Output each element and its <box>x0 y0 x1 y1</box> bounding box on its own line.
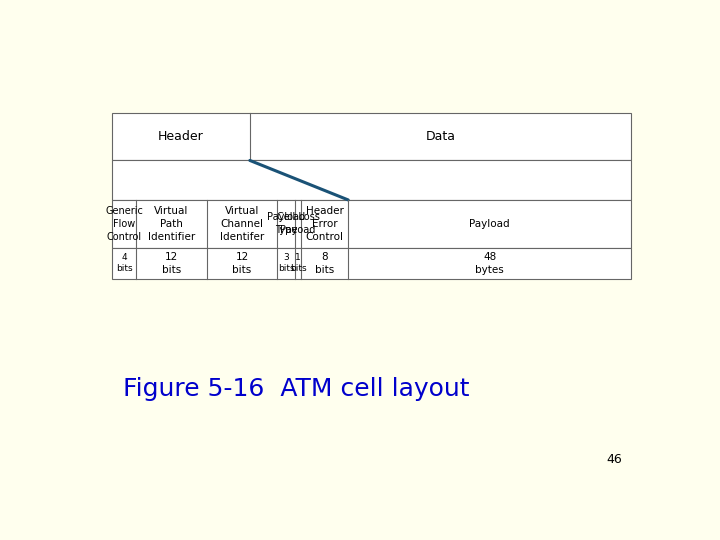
Text: 12
bits: 12 bits <box>162 252 181 274</box>
Text: Virtual
Channel
Identifer: Virtual Channel Identifer <box>220 206 264 241</box>
Text: Header: Header <box>158 130 204 143</box>
Text: 48
bytes: 48 bytes <box>475 252 504 274</box>
Text: 4
bits: 4 bits <box>116 253 132 273</box>
Text: 8
bits: 8 bits <box>315 252 334 274</box>
Text: Header
Error
Control: Header Error Control <box>305 206 343 241</box>
Text: Data: Data <box>426 130 456 143</box>
Text: Payload: Payload <box>469 219 510 229</box>
Text: 46: 46 <box>607 453 622 467</box>
Text: Cell Loss
Payoad: Cell Loss Payoad <box>276 212 320 235</box>
Text: 3
bits: 3 bits <box>278 253 294 273</box>
Text: 12
bits: 12 bits <box>233 252 252 274</box>
Text: 1
bits: 1 bits <box>289 253 307 273</box>
Text: Figure 5-16  ATM cell layout: Figure 5-16 ATM cell layout <box>124 377 470 401</box>
Bar <box>112 200 631 248</box>
Text: Payload
Type: Payload Type <box>267 212 305 235</box>
Bar <box>112 113 631 160</box>
Text: Generic
Flow
Control: Generic Flow Control <box>105 206 143 241</box>
Bar <box>112 248 631 279</box>
Text: Virtual
Path
Identifier: Virtual Path Identifier <box>148 206 195 241</box>
Bar <box>112 160 631 200</box>
